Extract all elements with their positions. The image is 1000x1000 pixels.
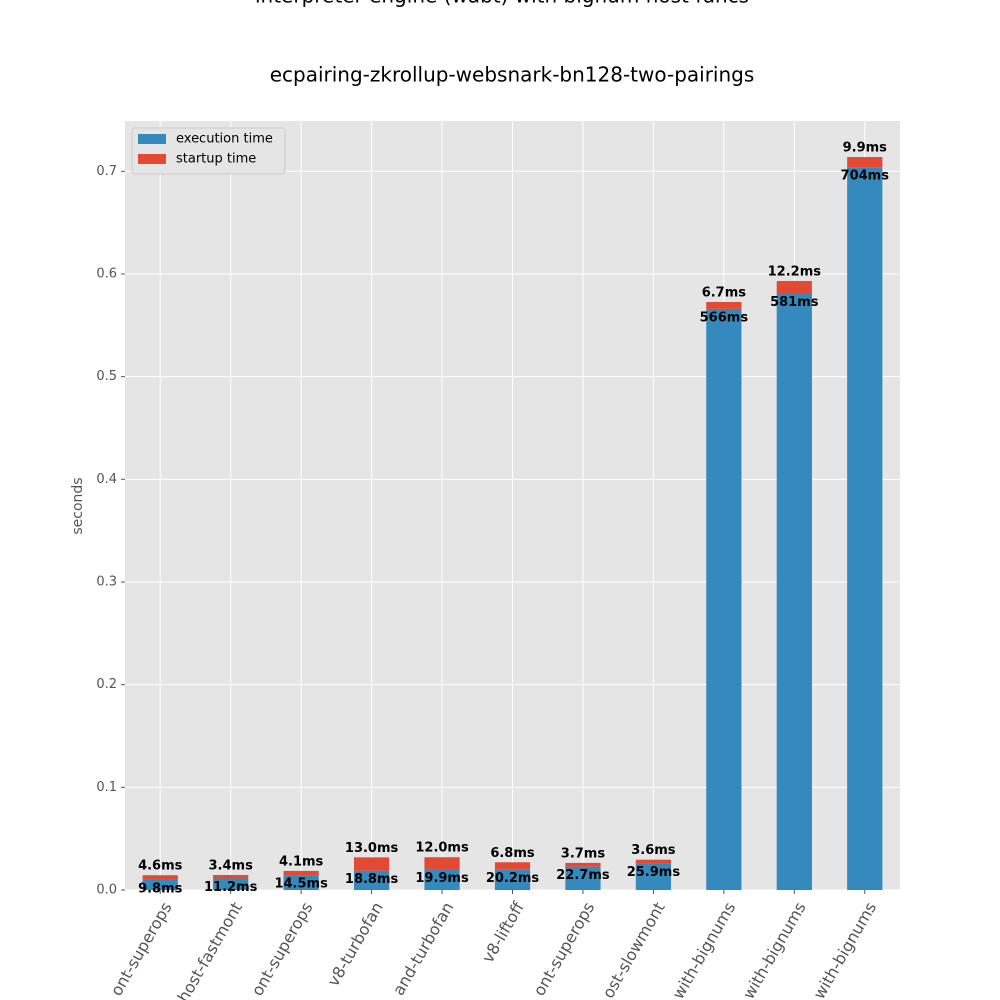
x-tick-label: ont-superops	[107, 899, 176, 999]
legend-swatch	[138, 154, 166, 164]
x-tick-label: ost-slowmont	[599, 899, 669, 1000]
data-label: 18.8ms	[345, 872, 399, 887]
bar	[353, 857, 390, 871]
data-label: 11.2ms	[204, 880, 258, 895]
y-tick-label: 0.2	[96, 677, 117, 692]
data-label: 4.1ms	[279, 854, 324, 869]
bar	[494, 869, 531, 890]
y-tick-label: 0.0	[96, 883, 117, 898]
x-tick-label: host-fastmont	[174, 899, 247, 1000]
y-tick-label: 0.6	[96, 266, 117, 281]
x-tick-label: ont-superops	[248, 899, 317, 999]
legend-label: startup time	[176, 152, 256, 167]
x-tick-label: v8-liftoff	[478, 898, 528, 966]
x-tick-label: with-bignums	[668, 899, 739, 1000]
data-label: 581ms	[770, 295, 819, 310]
data-label: 3.6ms	[631, 843, 676, 858]
bar	[424, 869, 460, 890]
y-tick-label: 0.3	[96, 574, 117, 589]
y-axis-label: seconds	[70, 477, 86, 534]
data-label: 704ms	[841, 169, 890, 184]
data-label: 14.5ms	[274, 877, 328, 892]
data-label: 25.9ms	[627, 865, 681, 880]
bar	[424, 857, 460, 870]
legend: execution time startup time	[131, 127, 286, 175]
y-tick-label: 0.7	[96, 164, 117, 179]
data-label: 13.0ms	[345, 841, 399, 856]
bar	[494, 862, 531, 870]
chart-subtitle: ecpairing-zkrollup-websnark-bn128-two-pa…	[270, 63, 755, 87]
data-label: 3.7ms	[561, 846, 606, 861]
legend-label: execution time	[176, 132, 273, 147]
data-label: 6.8ms	[490, 846, 535, 861]
bar	[213, 875, 249, 879]
x-tick-label: with-bignums	[809, 899, 880, 1000]
bar	[706, 302, 742, 309]
data-label: 4.6ms	[138, 859, 183, 874]
bar	[847, 167, 883, 890]
y-tick-label: 0.1	[96, 780, 117, 795]
x-tick-label: with-bignums	[739, 899, 810, 1000]
x-tick-label: ont-superops	[529, 899, 598, 999]
y-tick-label: 0.5	[96, 369, 117, 384]
legend-box	[131, 127, 286, 175]
data-label: 3.4ms	[209, 859, 254, 874]
bar	[283, 875, 319, 890]
bar	[353, 870, 390, 890]
x-tick-label: v8-turbofan	[324, 899, 387, 990]
bar	[213, 878, 249, 890]
bar	[565, 862, 601, 867]
data-label: 9.8ms	[138, 881, 183, 896]
data-label: 12.2ms	[768, 264, 822, 279]
data-label: 6.7ms	[702, 286, 747, 301]
bar	[565, 866, 601, 890]
bar	[706, 308, 742, 891]
data-label: 9.9ms	[843, 141, 888, 156]
bar	[283, 870, 319, 876]
bar	[635, 859, 672, 864]
x-tick-label: and-turbofan	[389, 899, 458, 999]
bar	[776, 280, 812, 294]
data-label: 12.0ms	[415, 841, 469, 856]
data-label: 19.9ms	[415, 871, 469, 886]
y-tick-label: 0.4	[96, 472, 117, 487]
data-label: 20.2ms	[486, 871, 540, 886]
bar	[142, 875, 178, 880]
bar	[635, 863, 672, 890]
data-label: 22.7ms	[556, 868, 610, 883]
data-label: 566ms	[700, 310, 749, 325]
bar	[776, 293, 812, 891]
bar	[142, 879, 178, 890]
legend-swatch	[138, 134, 166, 144]
chart-title: interpreter engine (wabt) with bignum ho…	[255, 0, 749, 8]
bar	[847, 157, 883, 168]
